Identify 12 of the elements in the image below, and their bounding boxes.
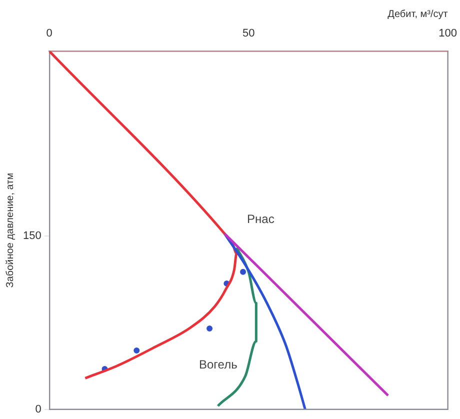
- annotation: Вогель: [198, 358, 238, 372]
- x-tick-label: 0: [46, 28, 52, 40]
- point: [134, 347, 140, 354]
- annotation: Рнас: [247, 212, 274, 226]
- point: [206, 326, 213, 332]
- x-tick-label: 50: [242, 28, 255, 40]
- y-axis-title: Забойное давление, атм: [4, 172, 16, 288]
- line-series: [49, 51, 238, 380]
- point: [240, 268, 246, 275]
- x-tick-label: 100: [438, 28, 458, 40]
- x-axis-title: Дебит, м³/сут: [388, 8, 448, 20]
- y-tick-label: 150: [22, 230, 42, 242]
